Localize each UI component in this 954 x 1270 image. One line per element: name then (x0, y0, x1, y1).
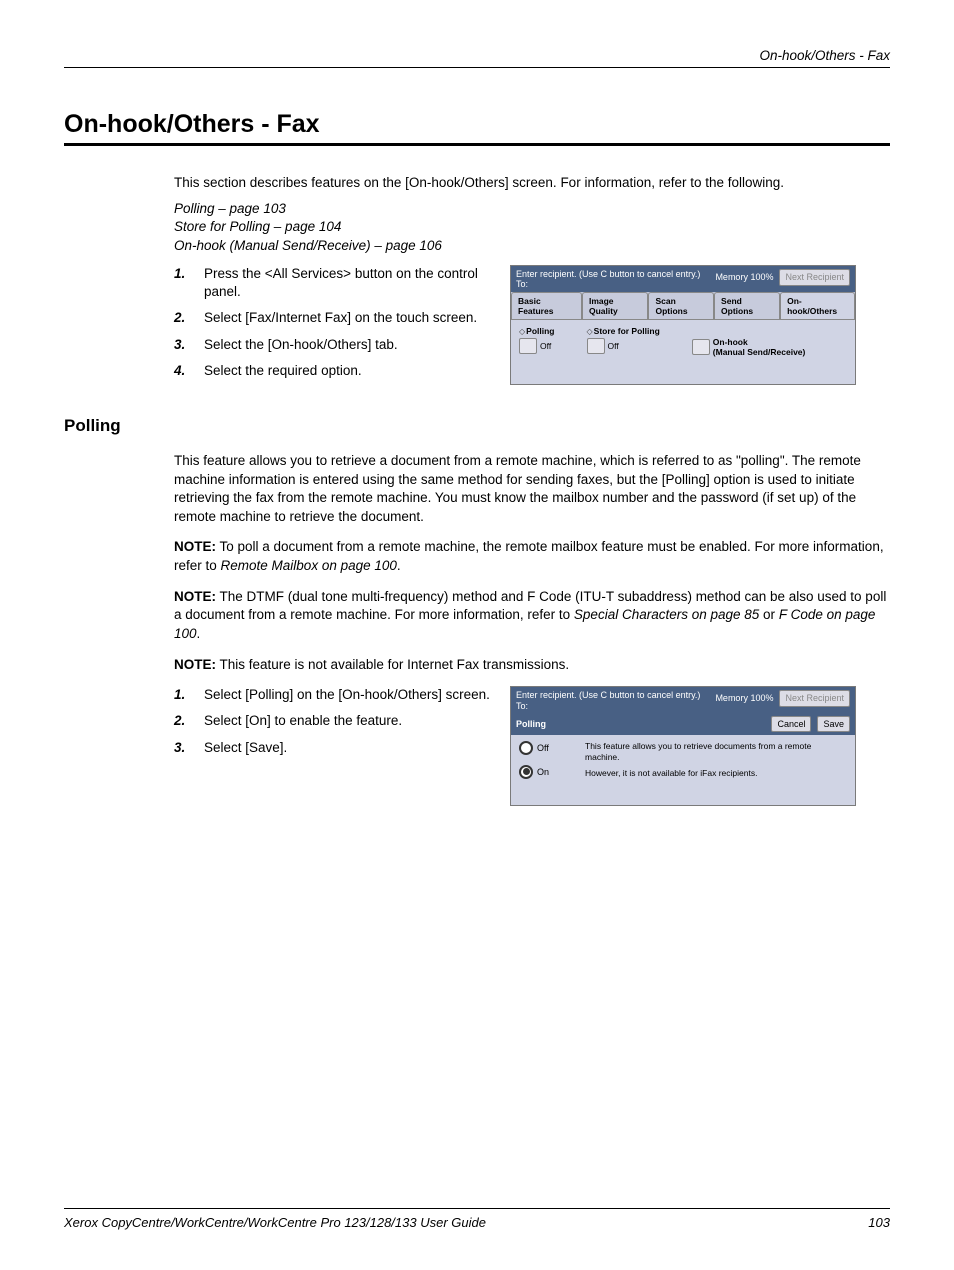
step-item: 3.Select the [On-hook/Others] tab. (174, 336, 502, 354)
radio-label: On (537, 767, 549, 777)
toc-line: On-hook (Manual Send/Receive) – page 106 (174, 237, 890, 255)
step-text: Select [Polling] on the [On-hook/Others]… (204, 686, 490, 704)
step-number: 1. (174, 265, 204, 283)
steps-list: 1.Select [Polling] on the [On-hook/Other… (174, 686, 502, 757)
hdr-to: To: (516, 701, 700, 711)
step-item: 2.Select [Fax/Internet Fax] on the touch… (174, 309, 502, 327)
note-text: This feature is not available for Intern… (216, 657, 569, 672)
tab-on-hook-others[interactable]: On-hook/Others (780, 292, 855, 319)
cancel-button[interactable]: Cancel (771, 716, 811, 732)
hdr-instruction: Enter recipient. (Use C button to cancel… (516, 269, 700, 279)
note-text: . (197, 626, 201, 641)
note-text: . (397, 558, 401, 573)
step-number: 3. (174, 739, 204, 757)
step-item: 3.Select [Save]. (174, 739, 502, 757)
ref: Remote Mailbox on page 100 (221, 558, 397, 573)
option-label: Store for Polling (594, 326, 660, 336)
step-text: Select the required option. (204, 362, 362, 380)
option-box-icon (519, 338, 537, 354)
note-label: NOTE: (174, 539, 216, 554)
radio-off[interactable]: Off (519, 741, 549, 755)
header-rule (64, 67, 890, 68)
step-number: 3. (174, 336, 204, 354)
step-item: 1.Select [Polling] on the [On-hook/Other… (174, 686, 502, 704)
note-label: NOTE: (174, 589, 216, 604)
step-text: Select [Save]. (204, 739, 287, 757)
polling-description: This feature allows you to retrieve docu… (585, 741, 847, 791)
footer-page-number: 103 (868, 1215, 890, 1230)
tab-basic-features[interactable]: Basic Features (511, 292, 582, 319)
footer-rule (64, 1208, 890, 1209)
step-item: 4.Select the required option. (174, 362, 502, 380)
tab-send-options[interactable]: Send Options (714, 292, 780, 319)
step-text: Select [Fax/Internet Fax] on the touch s… (204, 309, 477, 327)
memory-label: Memory 100% (715, 272, 773, 283)
radio-on[interactable]: On (519, 765, 549, 779)
note-label: NOTE: (174, 657, 216, 672)
option-value: Off (540, 341, 551, 351)
next-recipient-button[interactable]: Next Recipient (779, 690, 850, 707)
diamond-icon: ◇ (519, 327, 525, 336)
next-recipient-button[interactable]: Next Recipient (779, 269, 850, 286)
memory-label: Memory 100% (715, 693, 773, 704)
section-heading-polling: Polling (64, 416, 890, 436)
option-polling[interactable]: ◇Polling Off (519, 326, 555, 368)
screenshot-on-hook-others: Enter recipient. (Use C button to cancel… (510, 265, 856, 385)
option-label: On-hook (Manual Send/Receive) (713, 337, 806, 357)
option-store-for-polling[interactable]: ◇Store for Polling Off (587, 326, 660, 368)
polling-bar: Polling Cancel Save (511, 713, 855, 735)
step-item: 1.Press the <All Services> button on the… (174, 265, 502, 301)
step-text: Press the <All Services> button on the c… (204, 265, 502, 301)
radio-icon (519, 741, 533, 755)
screenshot-header: Enter recipient. (Use C button to cancel… (511, 687, 855, 713)
footer-guide-name: Xerox CopyCentre/WorkCentre/WorkCentre P… (64, 1215, 486, 1230)
step-number: 1. (174, 686, 204, 704)
step-text: Select [On] to enable the feature. (204, 712, 402, 730)
step-number: 2. (174, 712, 204, 730)
screenshot-polling: Enter recipient. (Use C button to cancel… (510, 686, 856, 806)
steps-list: 1.Press the <All Services> button on the… (174, 265, 502, 380)
step-item: 2.Select [On] to enable the feature. (174, 712, 502, 730)
option-box-icon (692, 339, 710, 355)
toc-line: Polling – page 103 (174, 200, 890, 218)
save-button[interactable]: Save (817, 716, 850, 732)
hdr-instruction: Enter recipient. (Use C button to cancel… (516, 690, 700, 700)
intro-paragraph: This section describes features on the [… (174, 174, 890, 192)
radio-label: Off (537, 743, 549, 753)
radio-icon (519, 765, 533, 779)
screenshot-header: Enter recipient. (Use C button to cancel… (511, 266, 855, 292)
running-header: On-hook/Others - Fax (64, 48, 890, 63)
note-paragraph: NOTE: The DTMF (dual tone multi-frequenc… (174, 588, 890, 644)
page-title: On-hook/Others - Fax (64, 110, 890, 139)
radio-group: Off On (519, 741, 549, 791)
option-label: Polling (526, 326, 554, 336)
diamond-icon: ◇ (587, 327, 593, 336)
option-on-hook[interactable]: On-hook (Manual Send/Receive) (692, 326, 806, 368)
tab-scan-options[interactable]: Scan Options (648, 292, 714, 319)
page-footer: Xerox CopyCentre/WorkCentre/WorkCentre P… (64, 1208, 890, 1230)
step-number: 2. (174, 309, 204, 327)
note-text: or (759, 607, 779, 622)
option-value: Off (608, 341, 619, 351)
polling-paragraph: This feature allows you to retrieve a do… (174, 452, 890, 527)
option-box-icon (587, 338, 605, 354)
step-text: Select the [On-hook/Others] tab. (204, 336, 398, 354)
toc-block: Polling – page 103 Store for Polling – p… (174, 200, 890, 255)
note-paragraph: NOTE: To poll a document from a remote m… (174, 538, 890, 575)
step-number: 4. (174, 362, 204, 380)
note-paragraph: NOTE: This feature is not available for … (174, 656, 890, 675)
hdr-to: To: (516, 279, 700, 289)
tab-row: Basic Features Image Quality Scan Option… (511, 292, 855, 320)
bar-label: Polling (516, 719, 546, 729)
ref: Special Characters on page 85 (574, 607, 759, 622)
title-rule (64, 143, 890, 146)
tab-image-quality[interactable]: Image Quality (582, 292, 649, 319)
toc-line: Store for Polling – page 104 (174, 218, 890, 236)
